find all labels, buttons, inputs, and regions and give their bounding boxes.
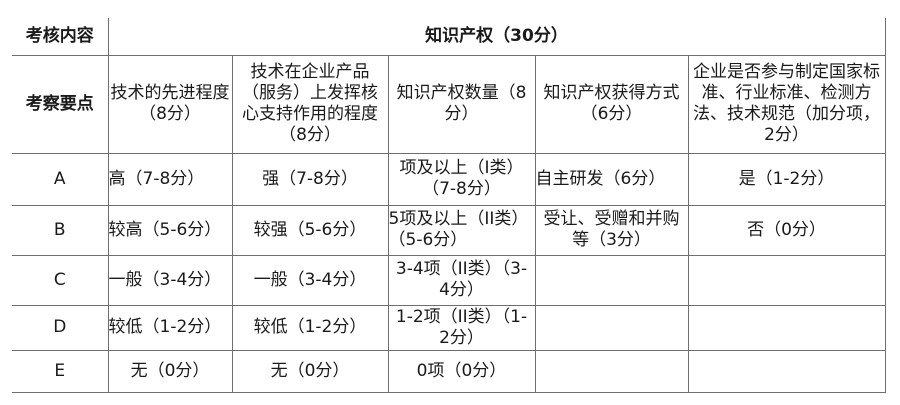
cell: 自主研发（6分） bbox=[534, 152, 689, 206]
cell: 较强（5-6分） bbox=[231, 204, 389, 256]
content-label: 考核内容 bbox=[12, 18, 109, 56]
cell: 较高（5-6分） bbox=[107, 204, 233, 256]
header-row-content: 考核内容 知识产权（30分） bbox=[12, 18, 886, 56]
grade: B bbox=[12, 204, 109, 256]
cell: 无（0分） bbox=[231, 349, 389, 393]
cell: 项及以上（I类）（7-8分） bbox=[387, 152, 536, 206]
table-row: A 高（7-8分） 强（7-8分） 项及以上（I类）（7-8分） 自主研发（6分… bbox=[12, 152, 886, 206]
col-header: 企业是否参与制定国家标准、行业标准、检测方法、技术规范（加分项，2分） bbox=[687, 54, 886, 154]
cell: 3-4项（II类）（3-4分） bbox=[387, 254, 536, 306]
header-row-points: 考察要点 技术的先进程度（8分） 技术在企业产品（服务）上发挥核心支持作用的程度… bbox=[12, 54, 886, 154]
table-row: E 无（0分） 无（0分） 0项（0分） bbox=[12, 349, 886, 393]
col-header: 技术在企业产品（服务）上发挥核心支持作用的程度（8分） bbox=[231, 54, 389, 154]
cell: 1-2项（II类）（1-2分） bbox=[387, 304, 536, 351]
cell: 强（7-8分） bbox=[231, 152, 389, 206]
cell bbox=[687, 304, 886, 351]
ip-scoring-table: 考核内容 知识产权（30分） 考察要点 技术的先进程度（8分） 技术在企业产品（… bbox=[12, 18, 886, 393]
col-header: 知识产权获得方式（6分） bbox=[534, 54, 689, 154]
table-row: C 一般（3-4分） 一般（3-4分） 3-4项（II类）（3-4分） bbox=[12, 254, 886, 306]
cell: 是（1-2分） bbox=[687, 152, 886, 206]
cell: 一般（3-4分） bbox=[231, 254, 389, 306]
cell bbox=[687, 254, 886, 306]
cell: 一般（3-4分） bbox=[107, 254, 233, 306]
cell bbox=[534, 349, 689, 393]
grade: C bbox=[12, 254, 109, 306]
content-value: 知识产权（30分） bbox=[107, 18, 886, 56]
cell: 0项（0分） bbox=[387, 349, 536, 393]
cell: 较低（1-2分） bbox=[231, 304, 389, 351]
table-row: D 较低（1-2分） 较低（1-2分） 1-2项（II类）（1-2分） bbox=[12, 304, 886, 351]
grade: D bbox=[12, 304, 109, 351]
cell: 受让、受赠和并购等（3分） bbox=[534, 204, 689, 256]
cell bbox=[687, 349, 886, 393]
grade: A bbox=[12, 152, 109, 206]
points-label: 考察要点 bbox=[12, 54, 109, 154]
cell: 高（7-8分） bbox=[107, 152, 233, 206]
cell bbox=[534, 254, 689, 306]
cell: 5项及以上（II类）（5-6分） bbox=[387, 204, 536, 256]
cell bbox=[534, 304, 689, 351]
cell: 较低（1-2分） bbox=[107, 304, 233, 351]
grade: E bbox=[12, 349, 109, 393]
table-row: B 较高（5-6分） 较强（5-6分） 5项及以上（II类）（5-6分） 受让、… bbox=[12, 204, 886, 256]
cell: 无（0分） bbox=[107, 349, 233, 393]
cell: 否（0分） bbox=[687, 204, 886, 256]
col-header: 技术的先进程度（8分） bbox=[107, 54, 233, 154]
col-header: 知识产权数量（8分） bbox=[387, 54, 536, 154]
